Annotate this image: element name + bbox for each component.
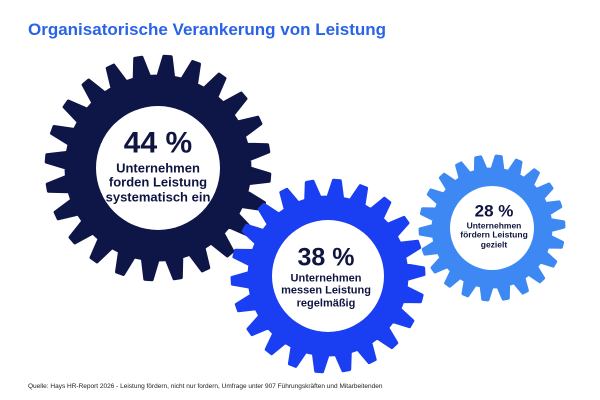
percent-value: 28 % xyxy=(474,201,514,221)
label-line: regelmäßig xyxy=(296,297,356,310)
gear-label-1: 38 % Unternehmen messen Leistung regelmä… xyxy=(281,244,371,311)
label-line: forden Leistung xyxy=(108,174,208,190)
page-title: Organisatorische Verankerung von Leistun… xyxy=(28,20,387,39)
label-line: messen Leistung xyxy=(281,285,371,298)
label-line: Unternehmen xyxy=(290,272,362,285)
percent-value: 38 % xyxy=(297,243,355,272)
gear-center-1 xyxy=(272,220,384,332)
label-line: fördern Leistung xyxy=(460,229,528,240)
gear-center-2 xyxy=(450,186,534,270)
label-line: Unternehmen xyxy=(466,220,522,231)
label-line: gezielt xyxy=(480,239,508,250)
source-note: Quelle: Hays HR-Report 2026 - Leistung f… xyxy=(28,383,383,390)
label-line: systematisch ein xyxy=(105,189,211,205)
percent-value: 44 % xyxy=(123,126,193,160)
label-line: Unternehmen xyxy=(116,159,200,175)
gear-label-0: 44 % Unternehmen forden Leistung systema… xyxy=(106,126,211,205)
gear-center-0 xyxy=(96,106,220,230)
gear-label-2: 28 % Unternehmen fördern Leistung geziel… xyxy=(460,202,528,251)
